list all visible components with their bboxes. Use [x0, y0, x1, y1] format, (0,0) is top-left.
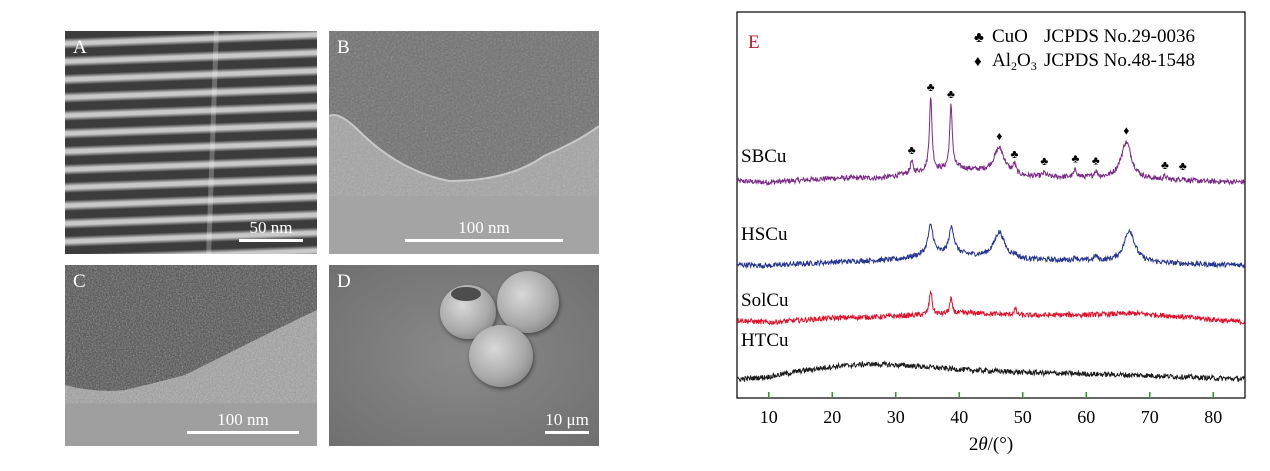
x-tick-label-10: 10: [760, 407, 778, 427]
series-line-htcu: [736, 360, 1246, 383]
legend-sub-2: 2: [1011, 59, 1017, 73]
panel-b-letter: B: [337, 37, 350, 58]
series-label-hscu: HSCu: [741, 224, 788, 245]
panel-c-scale-bar: 100 nm: [187, 410, 299, 434]
x-tick-label-70: 70: [1141, 407, 1159, 427]
x-axis-label-main: 2: [969, 434, 979, 455]
peak-marker-3: ♦: [996, 129, 1002, 143]
panel-c-letter: C: [73, 271, 86, 292]
x-tick-label-60: 60: [1077, 407, 1095, 427]
x-tick-label-20: 20: [823, 407, 841, 427]
panel-d-letter: D: [337, 271, 351, 292]
legend-cuo-symbol: ♣: [974, 30, 984, 46]
peak-marker-9: ♣: [1161, 158, 1169, 172]
legend-al2o3-name: Al2O3: [992, 50, 1037, 73]
panel-c-texture: [65, 265, 317, 391]
panel-a-streak: [206, 31, 219, 254]
peak-marker-6: ♣: [1072, 152, 1080, 166]
series-label-htcu: HTCu: [741, 330, 789, 351]
peak-marker-7: ♣: [1092, 153, 1100, 167]
sphere-bottom: [469, 325, 533, 387]
panel-e-letter: E: [748, 32, 760, 53]
sphere-top-right: [497, 271, 559, 333]
x-tick-label-50: 50: [1014, 407, 1032, 427]
peak-marker-0: ♣: [908, 143, 916, 157]
legend-al2o3-symbol: ♦: [974, 54, 982, 70]
series-line-sbcu: [736, 97, 1246, 187]
peak-marker-5: ♣: [1040, 154, 1048, 168]
series-label-sbcu: SBCu: [741, 146, 787, 167]
x-tick-label-40: 40: [950, 407, 968, 427]
peak-marker-4: ♣: [1011, 147, 1019, 161]
panel-c-tem-image: C 100 nm: [65, 265, 317, 446]
panel-d-sem-image: D 10 μm: [329, 265, 599, 446]
panel-c-scale-label: 100 nm: [217, 410, 269, 429]
panel-a-letter: A: [73, 37, 87, 58]
xrd-chart: ♣ ♣ ♣ ♦ ♣ ♣ ♣ ♣ ♦ ♣ ♣ 10 20 30 40 50 60 70 80 E SBCu HSCu…: [736, 11, 1246, 455]
legend-cuo-ref: JCPDS No.29-0036: [1044, 26, 1195, 47]
panel-b-tem-image: B 100 nm: [329, 31, 599, 254]
x-tick-label-80: 80: [1204, 407, 1222, 427]
panel-d-scale-line: [545, 431, 589, 434]
spectra-group: ♣ ♣ ♣ ♦ ♣ ♣ ♣ ♣ ♦ ♣ ♣: [736, 80, 1246, 383]
panel-c-scale-line: [187, 431, 299, 434]
panel-d-scale-label: 10 μm: [545, 410, 589, 429]
plot-frame: [736, 11, 1246, 399]
x-axis-label-unit: /(°): [988, 434, 1014, 455]
peak-marker-2: ♣: [947, 87, 955, 101]
panel-b-texture: [329, 31, 599, 183]
peak-marker-8: ♦: [1123, 123, 1129, 137]
x-axis-label-theta: θ: [978, 434, 987, 455]
sphere-top-left-rim: [451, 287, 481, 301]
legend-al: Al: [992, 50, 1011, 71]
legend-sub-3: 3: [1031, 59, 1037, 73]
panel-a-tem-image: A 50 nm: [65, 31, 317, 254]
peak-marker-10: ♣: [1179, 159, 1187, 173]
legend-al2o3-ref: JCPDS No.48-1548: [1044, 50, 1195, 71]
legend-o: O: [1017, 50, 1031, 71]
series-label-solcu: SolCu: [741, 290, 789, 311]
x-tick-label-30: 30: [887, 407, 905, 427]
peak-marker-1: ♣: [927, 80, 935, 94]
panel-b-scale-bar: 100 nm: [405, 218, 563, 242]
panel-a-scale-label: 50 nm: [249, 218, 293, 237]
panel-b-scale-line: [405, 239, 563, 242]
panel-a-scale-line: [239, 239, 303, 242]
panel-d-scale-bar: 10 μm: [545, 410, 589, 434]
series-line-hscu: [736, 223, 1246, 270]
series-line-solcu: [736, 289, 1246, 326]
legend-cuo-name: CuO: [992, 26, 1028, 47]
panel-a-scale-bar: 50 nm: [239, 218, 303, 242]
panel-b-scale-label: 100 nm: [458, 218, 510, 237]
x-axis-label: 2θ/(°): [969, 434, 1013, 455]
x-ticks-group: 10 20 30 40 50 60 70 80: [760, 392, 1222, 427]
